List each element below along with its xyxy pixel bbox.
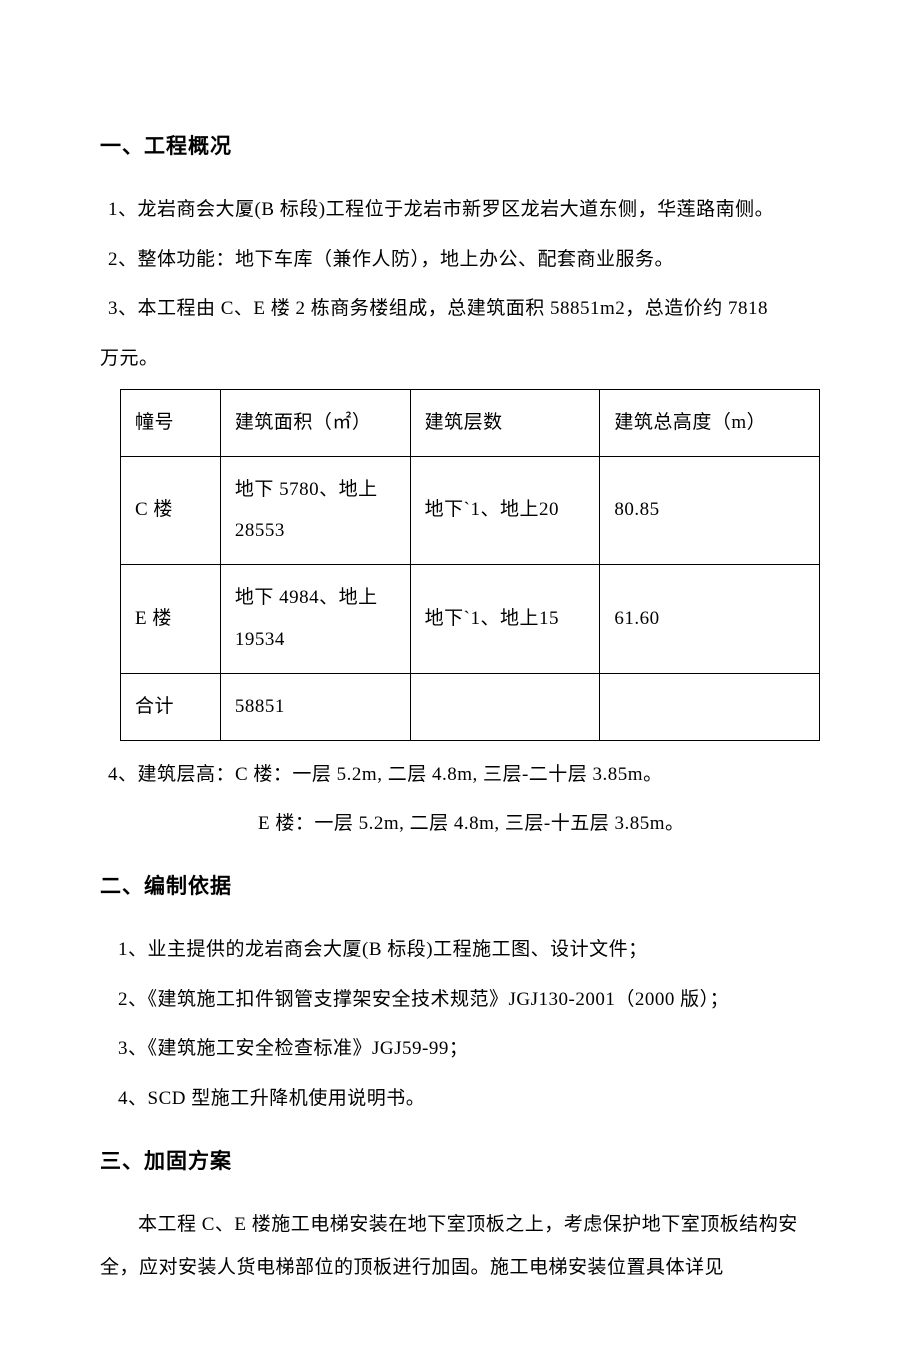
section2-item3: 3、《建筑施工安全检查标准》JGJ59-99； bbox=[100, 1027, 820, 1071]
section1-item2: 2、整体功能：地下车库（兼作人防），地上办公、配套商业服务。 bbox=[100, 238, 820, 282]
th-area: 建筑面积（㎡） bbox=[220, 389, 410, 456]
section1-item3: 3、本工程由 C、E 楼 2 栋商务楼组成，总建筑面积 58851m2，总造价约… bbox=[100, 287, 820, 331]
td-building-c: C 楼 bbox=[121, 456, 221, 565]
table-row: E 楼 地下 4984、地上 19534 地下`1、地上15 61.60 bbox=[121, 565, 820, 674]
table-row: 合计 58851 bbox=[121, 673, 820, 740]
th-floors: 建筑层数 bbox=[410, 389, 600, 456]
td-building-e: E 楼 bbox=[121, 565, 221, 674]
td-floors-c: 地下`1、地上20 bbox=[410, 456, 600, 565]
th-height: 建筑总高度（m） bbox=[600, 389, 820, 456]
section2-item1: 1、业主提供的龙岩商会大厦(B 标段)工程施工图、设计文件； bbox=[100, 928, 820, 972]
section3-paragraph: 本工程 C、E 楼施工电梯安装在地下室顶板之上，考虑保护地下室顶板结构安全，应对… bbox=[100, 1203, 820, 1290]
section1-item3-cont: 万元。 bbox=[100, 337, 820, 381]
section1-item4-sub: E 楼：一层 5.2m, 二层 4.8m, 三层-十五层 3.85m。 bbox=[100, 802, 820, 846]
td-height-c: 80.85 bbox=[600, 456, 820, 565]
section2-item4: 4、SCD 型施工升降机使用说明书。 bbox=[100, 1077, 820, 1121]
table-header-row: 幢号 建筑面积（㎡） 建筑层数 建筑总高度（m） bbox=[121, 389, 820, 456]
section1-item4: 4、建筑层高：C 楼：一层 5.2m, 二层 4.8m, 三层-二十层 3.85… bbox=[100, 753, 820, 797]
td-building-total: 合计 bbox=[121, 673, 221, 740]
td-floors-total bbox=[410, 673, 600, 740]
td-area-c: 地下 5780、地上 28553 bbox=[220, 456, 410, 565]
td-height-e: 61.60 bbox=[600, 565, 820, 674]
td-area-total: 58851 bbox=[220, 673, 410, 740]
section1-heading: 一、工程概况 bbox=[100, 130, 820, 160]
section1-item1: 1、龙岩商会大厦(B 标段)工程位于龙岩市新罗区龙岩大道东侧，华莲路南侧。 bbox=[100, 188, 820, 232]
building-table-wrapper: 幢号 建筑面积（㎡） 建筑层数 建筑总高度（m） C 楼 地下 5780、地上 … bbox=[100, 389, 820, 741]
td-height-total bbox=[600, 673, 820, 740]
section3-heading: 三、加固方案 bbox=[100, 1145, 820, 1175]
th-building: 幢号 bbox=[121, 389, 221, 456]
table-row: C 楼 地下 5780、地上 28553 地下`1、地上20 80.85 bbox=[121, 456, 820, 565]
building-table: 幢号 建筑面积（㎡） 建筑层数 建筑总高度（m） C 楼 地下 5780、地上 … bbox=[120, 389, 820, 741]
section2-item2: 2、《建筑施工扣件钢管支撑架安全技术规范》JGJ130-2001（2000 版）… bbox=[100, 978, 820, 1022]
td-floors-e: 地下`1、地上15 bbox=[410, 565, 600, 674]
section2-heading: 二、编制依据 bbox=[100, 870, 820, 900]
td-area-e: 地下 4984、地上 19534 bbox=[220, 565, 410, 674]
